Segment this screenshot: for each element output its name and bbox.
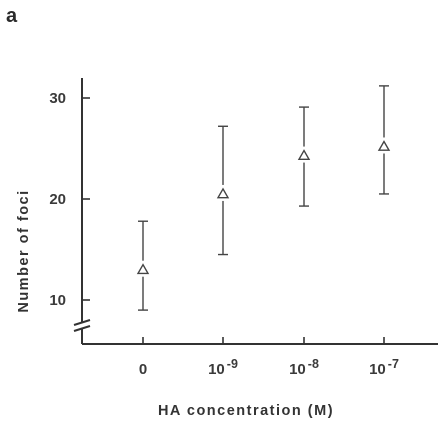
- y-axis-title: Number of foci: [16, 189, 32, 312]
- data-point: [136, 220, 150, 311]
- triangle-marker: [297, 149, 311, 161]
- axis-break-mark: [73, 319, 91, 332]
- x-axis: 0 10 -9 10 -8 10 -7: [82, 337, 438, 378]
- data-point: [377, 85, 391, 195]
- x-tick-label: 0: [139, 361, 147, 378]
- data-point: [216, 125, 230, 256]
- data-point: [297, 106, 311, 207]
- x-tick-label: 10 -7: [369, 357, 399, 378]
- y-tick-label: 10: [49, 292, 66, 309]
- y-axis: 10 20 30: [49, 78, 91, 344]
- plot-area: [136, 85, 391, 311]
- x-axis-title: HA concentration (M): [158, 403, 334, 419]
- y-tick-label: 30: [49, 90, 66, 107]
- triangle-marker: [377, 140, 391, 151]
- panel-label: a: [6, 5, 18, 27]
- triangle-marker: [136, 263, 150, 275]
- x-tick-label: 10 -9: [208, 357, 238, 378]
- x-tick-label: 10 -8: [289, 357, 319, 378]
- y-tick-label: 20: [49, 191, 66, 208]
- triangle-marker: [216, 187, 230, 199]
